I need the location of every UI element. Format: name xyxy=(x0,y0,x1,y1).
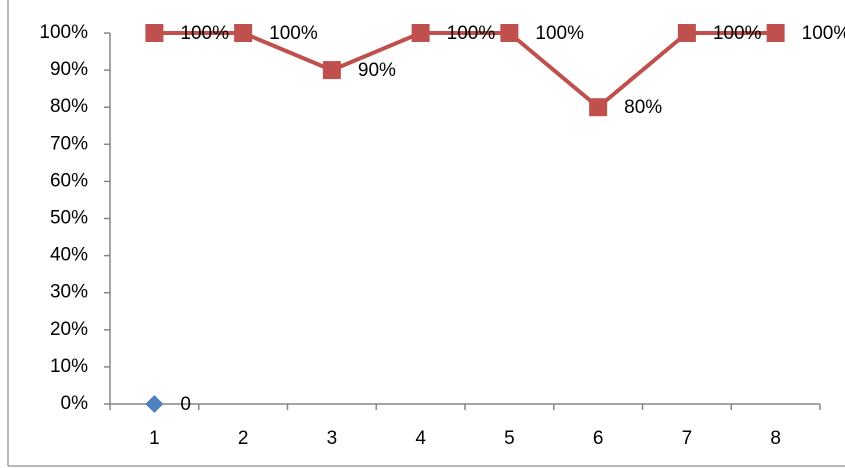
y-tick-label: 90% xyxy=(50,59,88,80)
point xyxy=(500,24,519,42)
x-tick-label: 4 xyxy=(415,428,426,449)
data-label: 0 xyxy=(180,394,191,415)
series-line xyxy=(154,31,776,110)
data-label: 100% xyxy=(180,23,229,44)
y-tick-label: 100% xyxy=(39,22,88,43)
x-tick-label: 5 xyxy=(504,428,515,449)
point xyxy=(145,24,164,42)
point xyxy=(322,61,341,80)
y-tick-label: 10% xyxy=(50,356,88,377)
point xyxy=(677,24,696,42)
point xyxy=(234,24,253,42)
y-tick-label: 70% xyxy=(50,133,88,154)
x-tick-label: 8 xyxy=(770,428,781,449)
data-label: 100% xyxy=(535,23,584,44)
point xyxy=(589,98,608,117)
point xyxy=(411,24,430,42)
y-tick-label: 20% xyxy=(50,319,88,340)
y-tick-label: 60% xyxy=(50,170,88,191)
data-label: 80% xyxy=(624,97,662,118)
x-tick-label: 6 xyxy=(593,428,604,449)
x-tick-label: 1 xyxy=(149,428,160,449)
data-label: 100% xyxy=(447,23,496,44)
data-label: 100% xyxy=(802,23,845,44)
y-tick-label: 0% xyxy=(61,393,89,414)
y-tick-label: 80% xyxy=(50,96,88,117)
data-label: 90% xyxy=(358,60,396,81)
point xyxy=(766,24,785,42)
x-tick-label: 2 xyxy=(238,428,249,449)
data-label: 100% xyxy=(269,23,318,44)
x-tick-label: 3 xyxy=(327,428,338,449)
point xyxy=(145,395,164,413)
x-tick-label: 7 xyxy=(682,428,693,449)
y-tick-label: 40% xyxy=(50,245,88,266)
data-label: 100% xyxy=(713,23,762,44)
y-tick-label: 30% xyxy=(50,282,88,303)
y-tick-label: 50% xyxy=(50,208,88,229)
